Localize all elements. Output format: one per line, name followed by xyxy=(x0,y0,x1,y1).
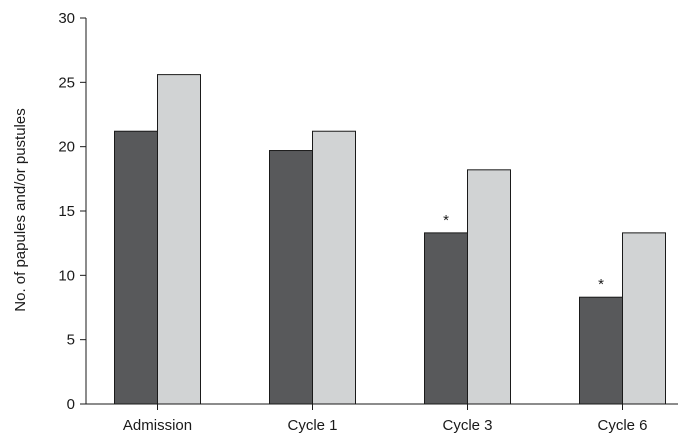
annotations: ** xyxy=(443,212,604,293)
x-tick-label: Cycle 6 xyxy=(597,417,647,434)
bar-cycle-3-series-2 xyxy=(467,169,511,405)
y-axis-title: No. of papules and/or pustules xyxy=(12,108,29,311)
significance-asterisk: * xyxy=(598,276,604,293)
y-tick-label: 0 xyxy=(67,396,75,413)
y-tick-label: 20 xyxy=(58,139,75,156)
bar-cycle-6-series-2 xyxy=(622,232,666,405)
x-tick-label: Cycle 3 xyxy=(442,417,492,434)
x-tick-label: Admission xyxy=(123,417,192,434)
x-axis-ticks: Admission Cycle 1 Cycle 3 Cycle 6 xyxy=(123,404,648,434)
bar-cycle-3-series-1 xyxy=(424,232,468,405)
bars xyxy=(114,74,666,405)
significance-asterisk: * xyxy=(443,212,449,229)
y-tick-label: 5 xyxy=(67,332,75,349)
bar-cycle-1-series-1 xyxy=(269,150,313,405)
bar-cycle-6-series-1 xyxy=(579,296,623,405)
bar-admission-series-2 xyxy=(157,74,201,405)
y-axis-ticks: 0 5 10 15 20 25 30 xyxy=(58,10,86,413)
y-tick-label: 25 xyxy=(58,74,75,91)
bar-cycle-1-series-2 xyxy=(312,130,356,405)
bar-admission-series-1 xyxy=(114,130,158,405)
x-tick-label: Cycle 1 xyxy=(287,417,337,434)
y-tick-label: 10 xyxy=(58,267,75,284)
y-tick-label: 30 xyxy=(58,10,75,27)
y-tick-label: 15 xyxy=(58,203,75,220)
